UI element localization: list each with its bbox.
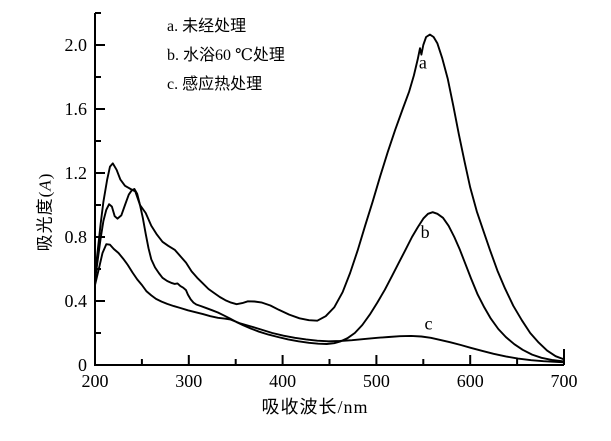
y-tick-label: 0 xyxy=(78,355,87,375)
legend-item-a: a. 未经处理 xyxy=(167,18,247,35)
y-tick-label: 0.8 xyxy=(65,227,88,247)
curve-c-path xyxy=(94,243,565,364)
chart-legend: a. 未经处理 b. 水浴60 ℃处理 c. 感应热处理 xyxy=(167,12,285,99)
x-tick-label: 200 xyxy=(82,371,109,391)
curve-label-c: c xyxy=(424,313,432,333)
curve-a-path xyxy=(94,33,565,361)
y-tick-label: 1.2 xyxy=(65,163,88,183)
curve-label-a: a xyxy=(419,53,427,73)
y-axis-title-text: 吸光度( xyxy=(35,190,55,252)
y-axis-title-close: ) xyxy=(35,172,55,180)
y-tick-label: 0.4 xyxy=(65,291,88,311)
y-tick-label: 1.6 xyxy=(65,99,88,119)
y-axis-title: 吸光度(A) xyxy=(31,173,56,252)
x-tick-label: 600 xyxy=(457,371,484,391)
legend-item-b: b. 水浴60 ℃处理 xyxy=(167,47,285,64)
x-tick-label: 400 xyxy=(269,371,296,391)
x-tick-label: 500 xyxy=(363,371,390,391)
x-axis-title: 吸收波长/nm xyxy=(261,397,369,417)
y-tick-label: 2.0 xyxy=(65,35,88,55)
x-tick-label: 300 xyxy=(175,371,202,391)
y-axis-title-symbol: A xyxy=(35,179,55,191)
curve-label-b: b xyxy=(421,222,430,242)
curve-b-path xyxy=(94,188,565,363)
legend-item-c: c. 感应热处理 xyxy=(167,76,263,93)
x-tick-label: 700 xyxy=(551,371,578,391)
